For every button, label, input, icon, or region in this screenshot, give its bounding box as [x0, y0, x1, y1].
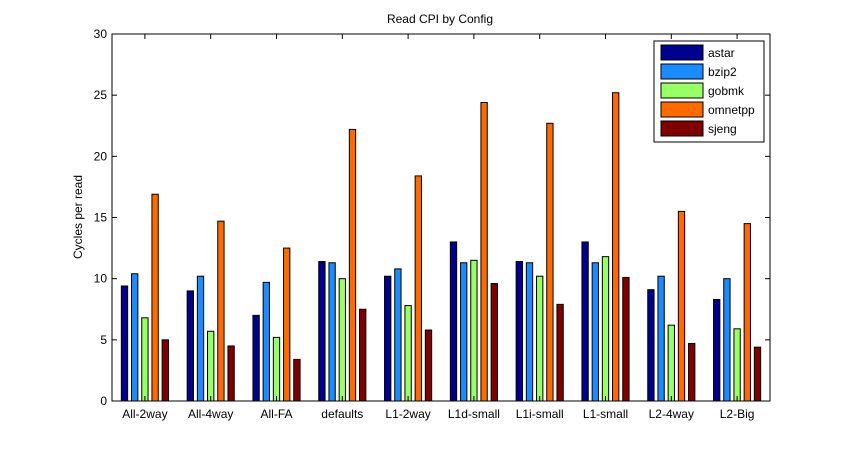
y-tick-label: 15	[94, 211, 108, 225]
x-tick-label: defaults	[321, 407, 363, 421]
bar-astar	[384, 275, 392, 402]
bar-sjeng	[161, 339, 169, 402]
bar-sjeng	[490, 283, 498, 402]
legend-swatch-sjeng	[660, 120, 704, 137]
y-tick-label: 20	[94, 149, 108, 163]
bar-bzip2	[525, 262, 534, 402]
bar-omnetpp	[743, 223, 751, 402]
axes-group: 0 5 10 15 20 25 30 All-2way All-4way All-FA defaul…	[94, 27, 770, 421]
bar-bzip2	[131, 273, 139, 402]
bar-gobmk	[470, 259, 478, 402]
legend-label: astar	[708, 46, 735, 60]
chart-title: Read CPI by Config	[387, 12, 493, 26]
bar-omnetpp	[217, 220, 225, 402]
x-tick-label: All-FA	[260, 407, 292, 421]
bar-gobmk	[141, 317, 149, 402]
bar-bzip2	[657, 275, 665, 402]
bar-bzip2	[460, 262, 468, 402]
bar-gobmk	[338, 278, 346, 402]
bar-sjeng	[622, 276, 630, 402]
bar-bzip2	[196, 275, 205, 402]
bar-astar	[252, 314, 260, 402]
bar-astar	[449, 241, 458, 402]
bar-sjeng	[753, 346, 762, 402]
bar-sjeng	[556, 303, 564, 402]
bar-bzip2	[591, 262, 599, 402]
bar-omnetpp	[151, 193, 159, 402]
bar-omnetpp	[283, 247, 291, 402]
legend-swatch-gobmk	[660, 82, 704, 99]
legend-swatch-omnetpp	[660, 101, 704, 118]
bar-gobmk	[404, 305, 412, 402]
y-tick-label: 25	[94, 88, 108, 102]
x-tick-label: L2-4way	[649, 407, 694, 421]
bar-omnetpp	[348, 128, 357, 402]
legend-label: bzip2	[708, 65, 737, 79]
bar-gobmk	[601, 256, 610, 402]
bar-gobmk	[272, 336, 281, 402]
bar-omnetpp	[414, 175, 422, 402]
legend-label: omnetpp	[708, 103, 755, 117]
legend-label: gobmk	[708, 84, 745, 98]
bar-astar	[515, 261, 523, 402]
bar-gobmk	[207, 330, 215, 402]
x-tick-label: L2-Big	[720, 407, 755, 421]
x-tick-label: All-2way	[122, 407, 167, 421]
y-tick-label: 10	[94, 272, 108, 286]
x-tick-label: L1-2way	[385, 407, 430, 421]
x-tick-label: L1-small	[583, 407, 628, 421]
bar-omnetpp	[546, 122, 554, 402]
bar-bzip2	[328, 262, 336, 402]
bar-astar	[713, 298, 721, 402]
y-axis-label: Cycles per read	[71, 175, 85, 259]
bar-astar	[186, 290, 194, 402]
y-tick-label: 30	[94, 27, 108, 41]
y-tick-label: 5	[100, 333, 107, 347]
x-tick-label: L1d-small	[448, 407, 500, 421]
bar-astar	[581, 241, 589, 402]
bar-sjeng	[424, 329, 433, 402]
bar-omnetpp	[480, 102, 488, 402]
y-tick-label: 0	[100, 394, 107, 408]
legend-swatch-astar	[660, 44, 704, 61]
legend-swatch-bzip2	[660, 63, 704, 80]
legend: astar bzip2 gobmk omnetpp sjeng	[653, 40, 765, 143]
bar-gobmk	[667, 324, 675, 402]
bar-astar	[120, 285, 129, 402]
bar-sjeng	[359, 308, 367, 402]
bar-gobmk	[536, 275, 544, 402]
bar-omnetpp	[612, 92, 620, 402]
x-tick-label: All-4way	[188, 407, 233, 421]
bar-gobmk	[733, 328, 741, 402]
legend-label: sjeng	[708, 122, 737, 136]
bar-omnetpp	[677, 210, 686, 402]
bar-bzip2	[394, 268, 402, 402]
x-tick-label: L1i-small	[516, 407, 564, 421]
bar-sjeng	[688, 343, 696, 402]
bar-astar	[318, 261, 326, 402]
bar-astar	[647, 289, 655, 402]
bar-bzip2	[262, 281, 270, 402]
bar-sjeng	[293, 358, 301, 402]
bar-bzip2	[723, 278, 731, 402]
bar-sjeng	[227, 345, 235, 402]
